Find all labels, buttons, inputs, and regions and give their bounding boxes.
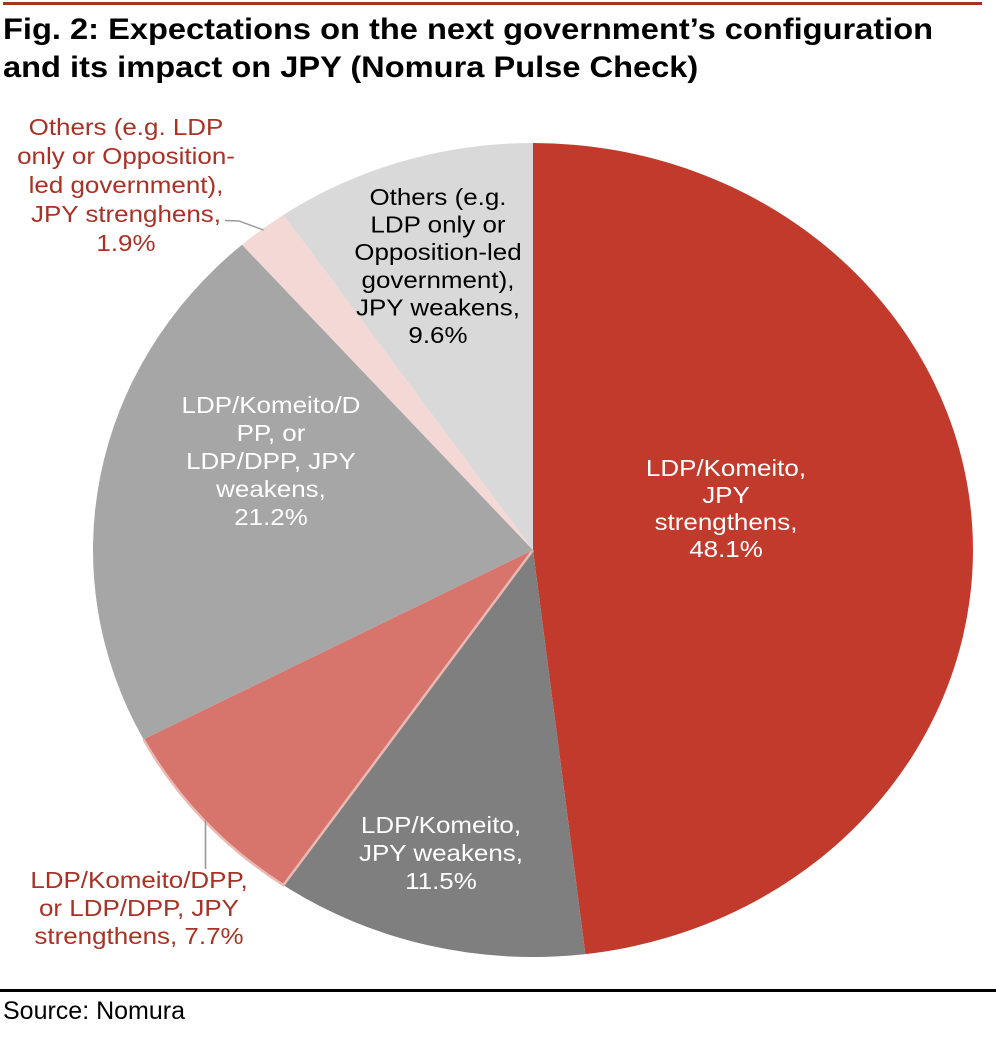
top-rule (3, 2, 982, 5)
pie-slice-0 (533, 143, 973, 955)
label-ldp-dpp-strengthens: LDP/Komeito/DPP, or LDP/DPP, JPY strengthe… (30, 868, 247, 950)
bottom-rule (0, 989, 996, 992)
figure-title: Fig. 2: Expectations on the next governm… (3, 11, 996, 87)
pie-slice-2 (143, 550, 533, 886)
source-note: Source: Nomura (3, 997, 186, 1025)
pie-slice-2-edge (142, 549, 535, 887)
label-ldp-komeito-weakens: LDP/Komeito, JPY weakens, 11.5% (359, 813, 523, 895)
pie-slice-5 (283, 143, 533, 550)
pie-slice-1 (283, 550, 586, 957)
leader-others-strenghens (224, 219, 264, 231)
label-ldp-dpp-weakens: LDP/Komeito/D PP, or LDP/DPP, JPY weakens, 2… (182, 393, 361, 531)
label-ldp-komeito-strengthens: LDP/Komeito, JPY strengthens, 48.1% (646, 456, 806, 563)
pie-slice-4 (242, 214, 533, 550)
label-others-weakens: Others (e.g. LDP only or Opposition-led gov… (354, 185, 521, 349)
pie-slice-3 (92, 244, 534, 740)
label-others-strenghens: Others (e.g. LDP only or Opposition-led g… (17, 115, 235, 257)
figure-title-line2: and its impact on JPY (Nomura Pulse Chec… (3, 51, 699, 84)
figure-title-line1: Fig. 2: Expectations on the next governm… (3, 13, 934, 46)
